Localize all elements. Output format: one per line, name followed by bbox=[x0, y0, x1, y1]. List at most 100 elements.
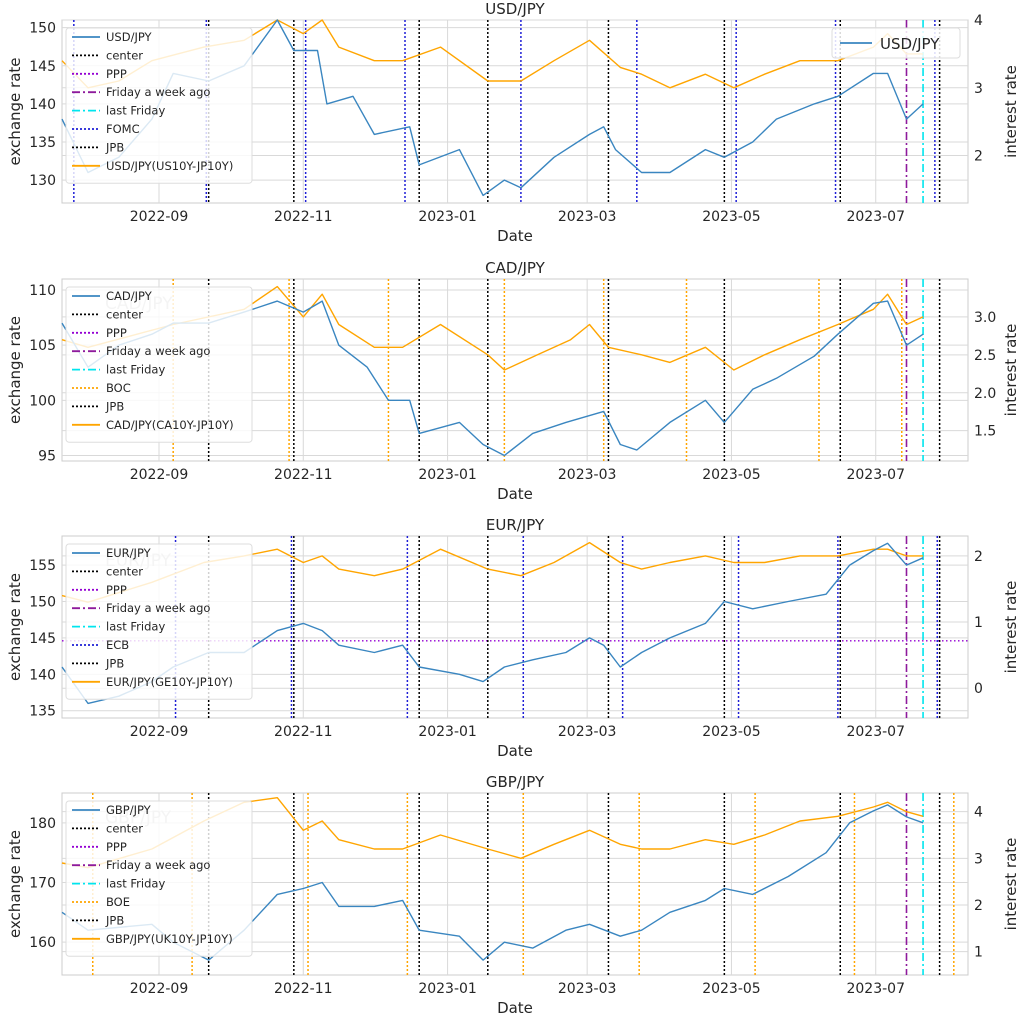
legend-label: ECB bbox=[106, 638, 129, 652]
x-tick-label: 2022-09 bbox=[130, 209, 189, 225]
x-tick-label: 2023-07 bbox=[846, 467, 905, 483]
y2-tick-label: 3.0 bbox=[974, 310, 996, 326]
x-tick-label: 2023-03 bbox=[558, 981, 617, 997]
x-tick-label: 2022-11 bbox=[274, 724, 333, 740]
y2-axis-label: interest rate bbox=[1002, 65, 1020, 158]
x-tick-label: 2022-11 bbox=[274, 209, 333, 225]
legend-label: PPP bbox=[106, 583, 127, 597]
x-axis-label: Date bbox=[497, 999, 533, 1017]
chart-title: USD/JPY bbox=[485, 0, 545, 18]
legend-label: BOC bbox=[106, 381, 131, 395]
legend-label: PPP bbox=[106, 840, 127, 854]
chart-title: EUR/JPY bbox=[486, 516, 545, 534]
legend-label: last Friday bbox=[106, 104, 165, 118]
legend-label: PPP bbox=[106, 326, 127, 340]
x-tick-label: 2023-01 bbox=[418, 467, 477, 483]
y-tick-label: 135 bbox=[29, 135, 56, 151]
x-tick-label: 2023-01 bbox=[418, 209, 477, 225]
x-tick-label: 2023-05 bbox=[702, 209, 761, 225]
x-tick-label: 2022-09 bbox=[130, 724, 189, 740]
y-tick-label: 95 bbox=[38, 448, 56, 464]
x-axis-label: Date bbox=[497, 227, 533, 245]
x-tick-label: 2022-09 bbox=[130, 467, 189, 483]
y2-tick-label: 2 bbox=[974, 898, 983, 914]
legend-label: last Friday bbox=[106, 620, 165, 634]
legend-label: last Friday bbox=[106, 363, 165, 377]
legend-label: center bbox=[106, 564, 143, 578]
y2-tick-label: 1 bbox=[974, 945, 983, 961]
x-tick-label: 2023-03 bbox=[558, 467, 617, 483]
y2-tick-label: 2 bbox=[974, 149, 983, 165]
y-tick-label: 140 bbox=[29, 667, 56, 683]
legend-label: JPB bbox=[105, 913, 124, 927]
x-axis-label: Date bbox=[497, 742, 533, 760]
y-tick-label: 150 bbox=[29, 595, 56, 611]
x-tick-label: 2023-05 bbox=[702, 724, 761, 740]
legend-label: JPB bbox=[105, 399, 124, 413]
legend-label: Friday a week ago bbox=[106, 858, 210, 872]
legend-box bbox=[65, 543, 253, 700]
y2-tick-label: 2.5 bbox=[974, 348, 996, 364]
legend-label: GBP/JPY bbox=[106, 803, 152, 817]
y-tick-label: 130 bbox=[29, 173, 56, 189]
y2-tick-label: 3 bbox=[974, 851, 983, 867]
y2-tick-label: 0 bbox=[974, 681, 983, 697]
y2-axis-label: interest rate bbox=[1002, 581, 1020, 674]
y2-tick-label: 1.5 bbox=[974, 424, 996, 440]
x-tick-label: 2023-07 bbox=[846, 724, 905, 740]
legend-label: Friday a week ago bbox=[106, 85, 210, 99]
y2-tick-label: 4 bbox=[974, 805, 983, 821]
interest-rate-line bbox=[61, 285, 924, 371]
interest-rate-line bbox=[61, 541, 924, 603]
y-tick-label: 140 bbox=[29, 97, 56, 113]
legend-label: CAD/JPY(CA10Y-JP10Y) bbox=[106, 418, 234, 432]
x-tick-label: 2023-03 bbox=[558, 209, 617, 225]
legend-label: JPB bbox=[105, 656, 124, 670]
x-axis-label: Date bbox=[497, 485, 533, 503]
x-tick-label: 2023-03 bbox=[558, 724, 617, 740]
legend-label: GBP/JPY(UK10Y-JP10Y) bbox=[106, 932, 233, 946]
y-tick-label: 100 bbox=[29, 393, 56, 409]
legend-label: USD/JPY bbox=[106, 30, 153, 44]
y-axis-label: exchange rate bbox=[6, 316, 24, 424]
legend-box bbox=[65, 800, 253, 957]
x-tick-label: 2023-05 bbox=[702, 981, 761, 997]
x-tick-label: 2023-07 bbox=[846, 981, 905, 997]
y2-tick-label: 1 bbox=[974, 615, 983, 631]
legend-label: USD/JPY(US10Y-JP10Y) bbox=[106, 159, 233, 173]
x-tick-label: 2023-01 bbox=[418, 724, 477, 740]
y2-tick-label: 3 bbox=[974, 81, 983, 97]
chart-title: CAD/JPY bbox=[485, 259, 545, 277]
secondary-legend-box bbox=[831, 27, 961, 59]
y-tick-label: 160 bbox=[29, 935, 56, 951]
y2-tick-label: 2.0 bbox=[974, 386, 996, 402]
legend-box bbox=[65, 286, 253, 443]
x-tick-label: 2023-01 bbox=[418, 981, 477, 997]
legend-label: last Friday bbox=[106, 877, 165, 891]
y-tick-label: 150 bbox=[29, 21, 56, 37]
y-tick-label: 170 bbox=[29, 876, 56, 892]
legend-label: Friday a week ago bbox=[106, 601, 210, 615]
y2-tick-label: 4 bbox=[974, 13, 983, 29]
legend-box bbox=[65, 27, 253, 184]
chart-title: GBP/JPY bbox=[486, 773, 545, 791]
legend-label: center bbox=[106, 307, 143, 321]
y-tick-label: 180 bbox=[29, 816, 56, 832]
y2-tick-label: 2 bbox=[974, 549, 983, 565]
y2-axis-label: interest rate bbox=[1002, 324, 1020, 417]
legend-label: CAD/JPY bbox=[106, 289, 153, 303]
y-tick-label: 145 bbox=[29, 59, 56, 75]
legend-label: Friday a week ago bbox=[106, 344, 210, 358]
y-axis-label: exchange rate bbox=[6, 830, 24, 938]
interest-rate-line bbox=[61, 797, 924, 869]
y2-axis-label: interest rate bbox=[1002, 838, 1020, 931]
x-tick-label: 2022-09 bbox=[130, 981, 189, 997]
legend-label: JPB bbox=[105, 140, 124, 154]
y-tick-label: 110 bbox=[29, 283, 56, 299]
legend-label: FOMC bbox=[106, 122, 140, 136]
x-tick-label: 2022-11 bbox=[274, 981, 333, 997]
x-tick-label: 2023-07 bbox=[846, 209, 905, 225]
y-axis-label: exchange rate bbox=[6, 573, 24, 681]
legend-label: BOE bbox=[106, 895, 130, 909]
